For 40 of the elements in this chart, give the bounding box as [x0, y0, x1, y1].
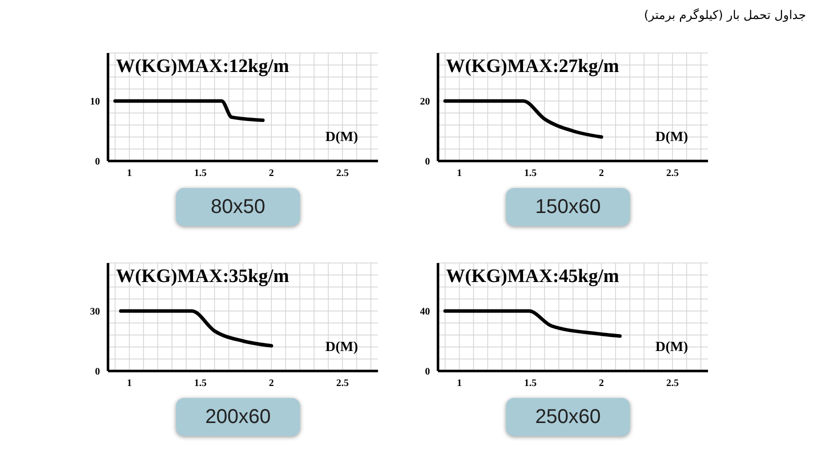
x-tick-label: 2	[598, 168, 604, 180]
x-tick-label: 1.5	[524, 378, 537, 390]
annotation: W(KG)MAX:12kg/m	[116, 56, 290, 78]
y-tick-label: 20	[420, 96, 430, 108]
line-series	[443, 99, 604, 139]
x-tick-label: 2.5	[336, 168, 349, 180]
line-series	[443, 309, 622, 338]
x-axis-title: D(M)	[325, 130, 358, 145]
x-tick-label: 1	[456, 378, 462, 390]
y-tick-label: 0	[95, 156, 100, 168]
x-tick-label: 1	[126, 378, 132, 390]
y-tick-label: 10	[90, 96, 100, 108]
annotation: W(KG)MAX:27kg/m	[446, 56, 620, 78]
x-tick-label: 1	[126, 168, 132, 180]
text: 150x60	[506, 188, 630, 226]
x-axis-title: D(M)	[655, 340, 688, 355]
y-tick-label: 40	[420, 306, 430, 318]
text: 200x60	[176, 398, 300, 436]
y-tick-label: 0	[425, 366, 430, 378]
y-tick-label: 30	[90, 306, 100, 318]
x-tick-label: 1.5	[194, 378, 207, 390]
y-tick-label: 0	[95, 366, 100, 378]
x-tick-label: 1	[456, 168, 462, 180]
annotation: W(KG)MAX:35kg/m	[116, 266, 290, 288]
x-tick-label: 1.5	[194, 168, 207, 180]
line-series	[119, 309, 274, 348]
text: 80x50	[176, 188, 300, 226]
x-axis-title: D(M)	[325, 340, 358, 355]
x-tick-label: 2.5	[336, 378, 349, 390]
x-tick-label: 2	[598, 378, 604, 390]
text: 250x60	[506, 398, 630, 436]
x-tick-label: 2.5	[666, 378, 679, 390]
annotation: W(KG)MAX:45kg/m	[446, 266, 620, 288]
y-tick-label: 0	[425, 156, 430, 168]
x-tick-label: 2	[268, 378, 274, 390]
x-tick-label: 1.5	[524, 168, 537, 180]
text: جداول تحمل بار (کیلوگرم برمتر)	[644, 8, 806, 22]
x-tick-label: 2.5	[666, 168, 679, 180]
x-tick-label: 2	[268, 168, 274, 180]
x-axis-title: D(M)	[655, 130, 688, 145]
